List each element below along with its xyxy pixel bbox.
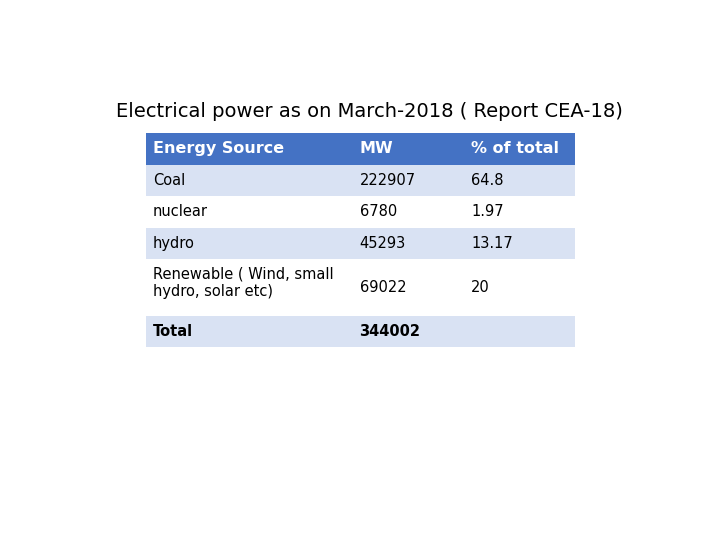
Text: Energy Source: Energy Source (153, 141, 284, 156)
Bar (464, 315, 575, 347)
Text: hydro: hydro (153, 236, 195, 251)
Bar (464, 259, 575, 315)
Bar (145, 315, 352, 347)
Text: 45293: 45293 (359, 236, 406, 251)
Bar (145, 196, 352, 228)
Bar (464, 133, 575, 165)
Bar (352, 259, 464, 315)
Bar (352, 315, 464, 347)
Text: 6780: 6780 (359, 205, 397, 219)
Text: % of total: % of total (471, 141, 559, 156)
Text: MW: MW (359, 141, 393, 156)
Text: nuclear: nuclear (153, 205, 208, 219)
Bar (352, 165, 464, 196)
Text: 20: 20 (471, 280, 490, 295)
Bar (145, 259, 352, 315)
Bar (352, 228, 464, 259)
Bar (145, 133, 352, 165)
Text: Coal: Coal (153, 173, 185, 188)
Text: Total: Total (153, 324, 193, 339)
Text: 69022: 69022 (359, 280, 406, 295)
Text: 13.17: 13.17 (471, 236, 513, 251)
Text: 222907: 222907 (359, 173, 415, 188)
Bar (352, 196, 464, 228)
Text: Electrical power as on March-2018 ( Report CEA-18): Electrical power as on March-2018 ( Repo… (116, 102, 622, 121)
Bar (464, 165, 575, 196)
Bar (145, 165, 352, 196)
Bar (464, 228, 575, 259)
Bar (352, 133, 464, 165)
Text: 1.97: 1.97 (471, 205, 504, 219)
Text: Renewable ( Wind, small
hydro, solar etc): Renewable ( Wind, small hydro, solar etc… (153, 267, 333, 299)
Text: 64.8: 64.8 (471, 173, 503, 188)
Text: 344002: 344002 (359, 324, 420, 339)
Bar (464, 196, 575, 228)
Bar (145, 228, 352, 259)
